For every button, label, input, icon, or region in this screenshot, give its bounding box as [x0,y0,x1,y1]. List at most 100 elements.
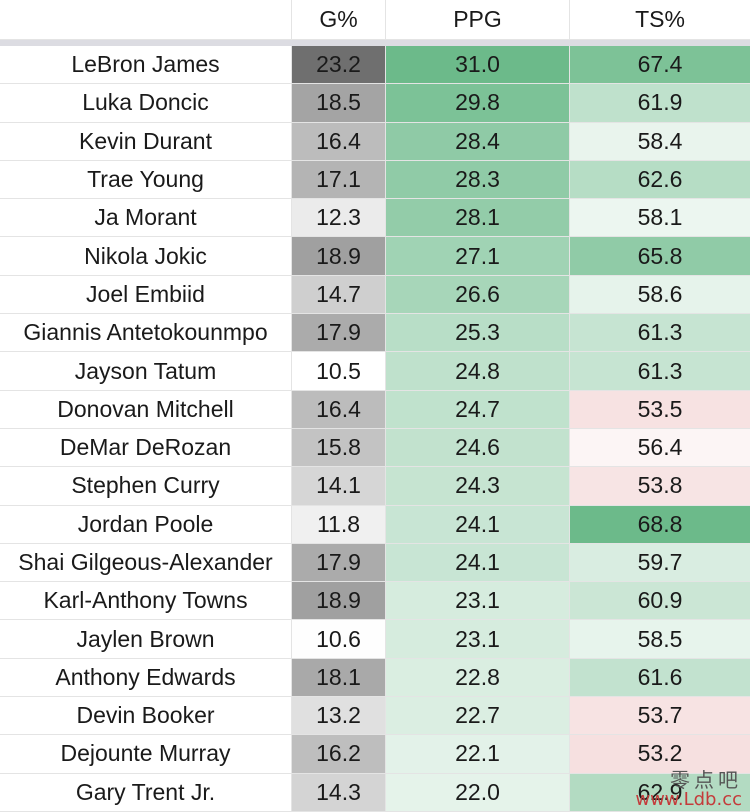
g-pct-cell: 13.2 [292,697,386,736]
ppg-cell: 24.1 [386,543,570,583]
player-name: DeMar DeRozan [0,428,292,468]
player-name: Dejounte Murray [0,735,292,774]
ts-pct-cell: 61.3 [570,314,750,353]
player-name: LeBron James [0,46,292,85]
ppg-cell: 24.8 [386,352,570,391]
g-pct-cell: 16.4 [292,122,386,161]
player-name: Joel Embiid [0,275,292,315]
ts-pct-cell: 58.5 [570,620,750,659]
header-g-pct: G% [292,0,386,40]
table-row: Karl-Anthony Towns 18.9 23.1 60.9 [0,582,750,621]
g-pct-cell: 18.9 [292,582,386,621]
table-row: Stephen Curry 14.1 24.3 53.8 [0,467,750,506]
ppg-cell: 26.6 [386,275,570,315]
player-name: Nikola Jokic [0,237,292,276]
table-row: Jaylen Brown 10.6 23.1 58.5 [0,620,750,659]
g-pct-cell: 14.3 [292,773,386,812]
table-row: Giannis Antetokounmpo 17.9 25.3 61.3 [0,314,750,353]
ppg-cell: 28.1 [386,199,570,238]
player-name: Ja Morant [0,199,292,238]
ts-pct-cell: 53.5 [570,390,750,429]
player-name: Luka Doncic [0,84,292,123]
ts-pct-cell: 61.6 [570,658,750,698]
ts-pct-cell: 53.8 [570,467,750,506]
player-name: Jayson Tatum [0,352,292,391]
header-name [0,0,292,40]
watermark: 零点吧 www.Ldb.cc [635,770,742,810]
g-pct-cell: 14.7 [292,275,386,315]
ppg-cell: 24.1 [386,505,570,544]
player-name: Trae Young [0,160,292,200]
ts-pct-cell: 67.4 [570,46,750,85]
g-pct-cell: 18.1 [292,658,386,698]
ppg-cell: 23.1 [386,582,570,621]
player-name: Giannis Antetokounmpo [0,314,292,353]
header-divider [0,40,750,46]
table-row: LeBron James 23.2 31.0 67.4 [0,46,750,85]
ppg-cell: 31.0 [386,46,570,85]
ts-pct-cell: 68.8 [570,505,750,544]
ts-pct-cell: 56.4 [570,428,750,468]
ts-pct-cell: 58.6 [570,275,750,315]
table-row: Jordan Poole 11.8 24.1 68.8 [0,505,750,544]
table-row: Joel Embiid 14.7 26.6 58.6 [0,275,750,315]
g-pct-cell: 12.3 [292,199,386,238]
ppg-cell: 24.3 [386,467,570,506]
ts-pct-cell: 59.7 [570,543,750,583]
ts-pct-cell: 61.3 [570,352,750,391]
player-name: Anthony Edwards [0,658,292,698]
g-pct-cell: 10.5 [292,352,386,391]
table-row: Trae Young 17.1 28.3 62.6 [0,160,750,200]
g-pct-cell: 15.8 [292,428,386,468]
g-pct-cell: 11.8 [292,505,386,544]
header-ppg: PPG [386,0,570,40]
table-row: Dejounte Murray 16.2 22.1 53.2 [0,735,750,774]
table-row: Jayson Tatum 10.5 24.8 61.3 [0,352,750,391]
ppg-cell: 24.7 [386,390,570,429]
ppg-cell: 22.7 [386,697,570,736]
ppg-cell: 22.8 [386,658,570,698]
table-row: Nikola Jokic 18.9 27.1 65.8 [0,237,750,276]
player-name: Devin Booker [0,697,292,736]
ppg-cell: 28.3 [386,160,570,200]
ts-pct-cell: 60.9 [570,582,750,621]
ts-pct-cell: 53.7 [570,697,750,736]
player-name: Karl-Anthony Towns [0,582,292,621]
table-row: Anthony Edwards 18.1 22.8 61.6 [0,658,750,698]
table-body: LeBron James 23.2 31.0 67.4 Luka Doncic 18.5 2… [0,46,750,812]
g-pct-cell: 14.1 [292,467,386,506]
ts-pct-cell: 62.6 [570,160,750,200]
ppg-cell: 28.4 [386,122,570,161]
watermark-cn: 零点吧 [670,768,742,793]
table-row: DeMar DeRozan 15.8 24.6 56.4 [0,428,750,468]
player-name: Gary Trent Jr. [0,773,292,812]
table-row: Gary Trent Jr. 14.3 22.0 62.9 [0,773,750,812]
ts-pct-cell: 61.9 [570,84,750,123]
g-pct-cell: 17.9 [292,314,386,353]
table-row: Devin Booker 13.2 22.7 53.7 [0,697,750,736]
g-pct-cell: 17.9 [292,543,386,583]
g-pct-cell: 10.6 [292,620,386,659]
ppg-cell: 22.1 [386,735,570,774]
ppg-cell: 24.6 [386,428,570,468]
g-pct-cell: 16.2 [292,735,386,774]
player-name: Stephen Curry [0,467,292,506]
g-pct-cell: 23.2 [292,46,386,85]
player-name: Donovan Mitchell [0,390,292,429]
table-row: Luka Doncic 18.5 29.8 61.9 [0,84,750,123]
g-pct-cell: 17.1 [292,160,386,200]
ppg-cell: 22.0 [386,773,570,812]
player-name: Kevin Durant [0,122,292,161]
table-row: Ja Morant 12.3 28.1 58.1 [0,199,750,238]
header-row: G% PPG TS% [0,0,750,40]
table-row: Kevin Durant 16.4 28.4 58.4 [0,122,750,161]
player-name: Jaylen Brown [0,620,292,659]
ppg-cell: 25.3 [386,314,570,353]
player-name: Jordan Poole [0,505,292,544]
ppg-cell: 23.1 [386,620,570,659]
g-pct-cell: 16.4 [292,390,386,429]
g-pct-cell: 18.9 [292,237,386,276]
ts-pct-cell: 58.1 [570,199,750,238]
ts-pct-cell: 58.4 [570,122,750,161]
